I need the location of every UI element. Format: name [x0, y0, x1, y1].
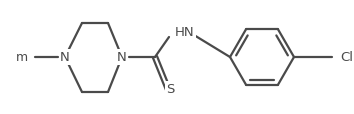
Text: HN: HN	[175, 26, 195, 39]
Text: S: S	[166, 82, 174, 95]
Text: m: m	[16, 51, 28, 64]
Text: N: N	[60, 51, 70, 64]
Text: N: N	[117, 51, 127, 64]
Text: Cl: Cl	[340, 51, 353, 64]
